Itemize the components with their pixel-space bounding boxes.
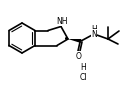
Text: H: H: [91, 24, 97, 34]
Text: NH: NH: [56, 16, 68, 25]
Text: H: H: [80, 63, 86, 72]
Text: Cl: Cl: [79, 73, 87, 82]
Text: O: O: [76, 52, 82, 60]
Polygon shape: [68, 39, 81, 43]
Text: N: N: [91, 29, 97, 39]
